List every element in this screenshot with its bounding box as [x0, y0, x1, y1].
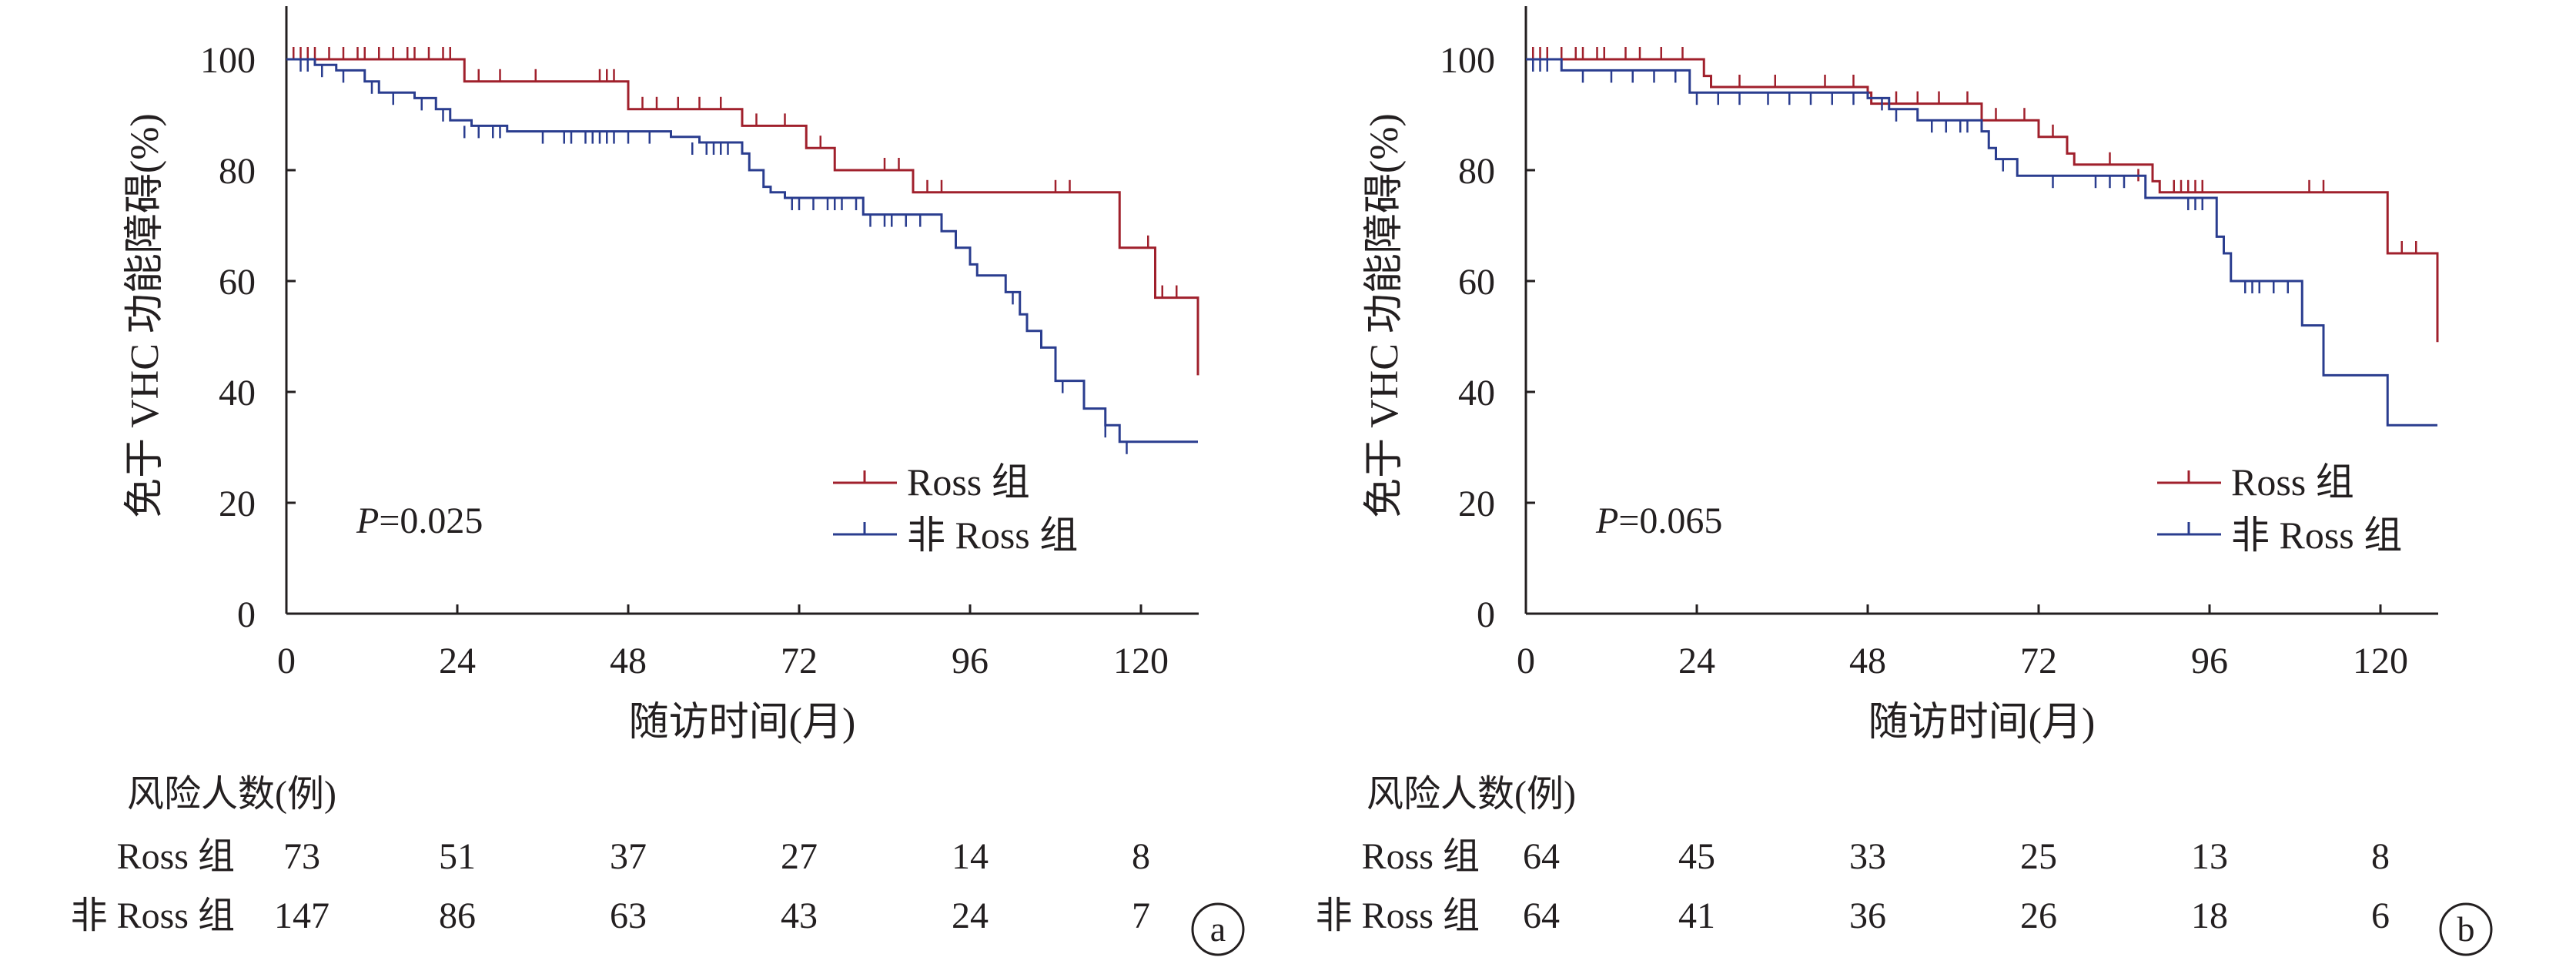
x-tick-label: 120 [1113, 641, 1169, 681]
panel-b-risk-row-ross-label: Ross 组 [1362, 836, 1480, 877]
x-tick-label: 72 [781, 641, 818, 681]
x-tick-label: 0 [1517, 641, 1535, 681]
panel-a-p-value: P=0.025 [356, 500, 483, 541]
panel-b-letter-badge: b [2439, 902, 2493, 956]
x-tick-label: 48 [1849, 641, 1886, 681]
panel-b-curves [1526, 47, 2439, 427]
panel-b-risk-title: 风险人数(例) [1367, 774, 1576, 815]
y-tick-label: 20 [219, 484, 256, 524]
panel-a-risk-row-non-ross-label: 非 Ross 组 [71, 895, 235, 936]
y-tick-label: 80 [219, 151, 256, 192]
panel-a: 0 24 48 72 96 120 0 20 40 60 80 100 随访时间(月) 免于 VHC … [71, 6, 1245, 956]
y-tick-label: 60 [219, 262, 256, 303]
panel-b-risk-values: 64 45 33 25 13 8 64 41 36 26 18 6 [1523, 836, 2390, 936]
x-tick-label: 0 [277, 641, 296, 681]
panel-b-risk-row-non-ross-label: 非 Ross 组 [1316, 895, 1480, 936]
risk-count-value: 37 [610, 836, 647, 877]
risk-count-value: 27 [781, 836, 818, 877]
legend-non-ross-label: 非 Ross 组 [2231, 514, 2402, 557]
y-tick-label: 60 [1458, 262, 1495, 303]
y-tick-label: 100 [200, 40, 256, 81]
panel-a-risk-table: 风险人数(例) Ross 组 非 Ross 组 73 51 37 27 14 8 147 86… [71, 774, 1150, 936]
panel-b-y-axis-title: 免于 VHC 功能障碍(%) [1363, 113, 1407, 518]
y-tick-label: 80 [1458, 151, 1495, 192]
y-tick-label: 0 [237, 594, 256, 635]
panel-a-legend: Ross 组 非 Ross 组 [833, 460, 1078, 557]
y-tick-label: 0 [1477, 594, 1495, 635]
panel-b-plot: 0 24 48 72 96 120 0 20 40 60 80 100 [1440, 6, 2439, 681]
panel-a-letter: a [1210, 909, 1226, 949]
panel-a-p-symbol: P [356, 500, 379, 541]
risk-count-value: 51 [439, 836, 476, 877]
panel-b-p-symbol: P [1595, 500, 1618, 541]
legend-ross-label: Ross 组 [2231, 460, 2354, 504]
risk-count-value: 64 [1523, 895, 1560, 936]
y-tick-label: 40 [219, 373, 256, 413]
panel-b-letter: b [2457, 909, 2475, 949]
panel-b-p-value: P=0.065 [1595, 500, 1722, 541]
risk-count-value: 8 [2371, 836, 2390, 877]
panel-a-ticks: 0 24 48 72 96 120 0 20 40 60 80 100 [200, 40, 1169, 681]
risk-count-value: 64 [1523, 836, 1560, 877]
panel-b-letter-circle [2439, 902, 2493, 956]
risk-count-value: 14 [952, 836, 989, 877]
risk-count-value: 43 [781, 895, 818, 936]
risk-count-value: 25 [2020, 836, 2057, 877]
risk-count-value: 7 [1132, 895, 1150, 936]
ross-survival-curve [1526, 58, 2439, 343]
x-tick-label: 96 [952, 641, 989, 681]
legend-non-ross-label: 非 Ross 组 [907, 514, 1078, 557]
risk-count-value: 24 [952, 895, 989, 936]
panel-a-plot: 0 24 48 72 96 120 0 20 40 60 80 100 [200, 6, 1199, 681]
ross-survival-curve [286, 58, 1199, 376]
panel-b-p-number: =0.065 [1618, 500, 1722, 541]
risk-count-value: 86 [439, 895, 476, 936]
risk-count-value: 45 [1678, 836, 1715, 877]
risk-count-value: 63 [610, 895, 647, 936]
y-tick-label: 40 [1458, 373, 1495, 413]
panel-a-risk-title: 风险人数(例) [127, 774, 336, 815]
y-tick-label: 100 [1440, 40, 1495, 81]
panel-a-p-number: =0.025 [379, 500, 483, 541]
x-tick-label: 24 [439, 641, 476, 681]
y-tick-label: 20 [1458, 484, 1495, 524]
x-tick-label: 24 [1678, 641, 1715, 681]
panel-b-legend: Ross 组 非 Ross 组 [2157, 460, 2402, 557]
risk-count-value: 8 [1132, 836, 1150, 877]
panel-a-letter-badge: a [1191, 902, 1245, 956]
non-ross-survival-curve [1526, 58, 2437, 427]
risk-count-value: 41 [1678, 895, 1715, 936]
risk-count-value: 73 [283, 836, 320, 877]
legend-ross-label: Ross 组 [907, 460, 1030, 504]
panel-a-letter-circle [1191, 902, 1245, 956]
risk-count-value: 36 [1849, 895, 1886, 936]
risk-count-value: 33 [1849, 836, 1886, 877]
x-tick-label: 72 [2020, 641, 2057, 681]
non-ross-survival-curve [286, 58, 1198, 444]
risk-count-value: 26 [2020, 895, 2057, 936]
panel-a-y-axis-title: 免于 VHC 功能障碍(%) [123, 113, 167, 518]
x-tick-label: 120 [2353, 641, 2408, 681]
risk-count-value: 13 [2191, 836, 2228, 877]
panel-a-risk-row-ross-label: Ross 组 [117, 836, 235, 877]
panel-a-risk-values: 73 51 37 27 14 8 147 86 63 43 24 7 [274, 836, 1150, 936]
panel-a-x-axis-title: 随访时间(月) [629, 701, 856, 745]
risk-count-value: 18 [2191, 895, 2228, 936]
panel-a-curves [286, 47, 1199, 454]
x-tick-label: 48 [610, 641, 647, 681]
panel-b-x-axis-title: 随访时间(月) [1868, 701, 2096, 745]
panel-b-risk-table: 风险人数(例) Ross 组 非 Ross 组 64 45 33 25 13 8 64 41 3… [1316, 774, 2390, 936]
risk-count-value: 147 [274, 895, 330, 936]
panel-b: 0 24 48 72 96 120 0 20 40 60 80 100 随访时间(月) 免于 VHC … [1316, 6, 2493, 956]
panel-b-ticks: 0 24 48 72 96 120 0 20 40 60 80 100 [1440, 40, 2408, 681]
x-tick-label: 96 [2191, 641, 2228, 681]
risk-count-value: 6 [2371, 895, 2390, 936]
